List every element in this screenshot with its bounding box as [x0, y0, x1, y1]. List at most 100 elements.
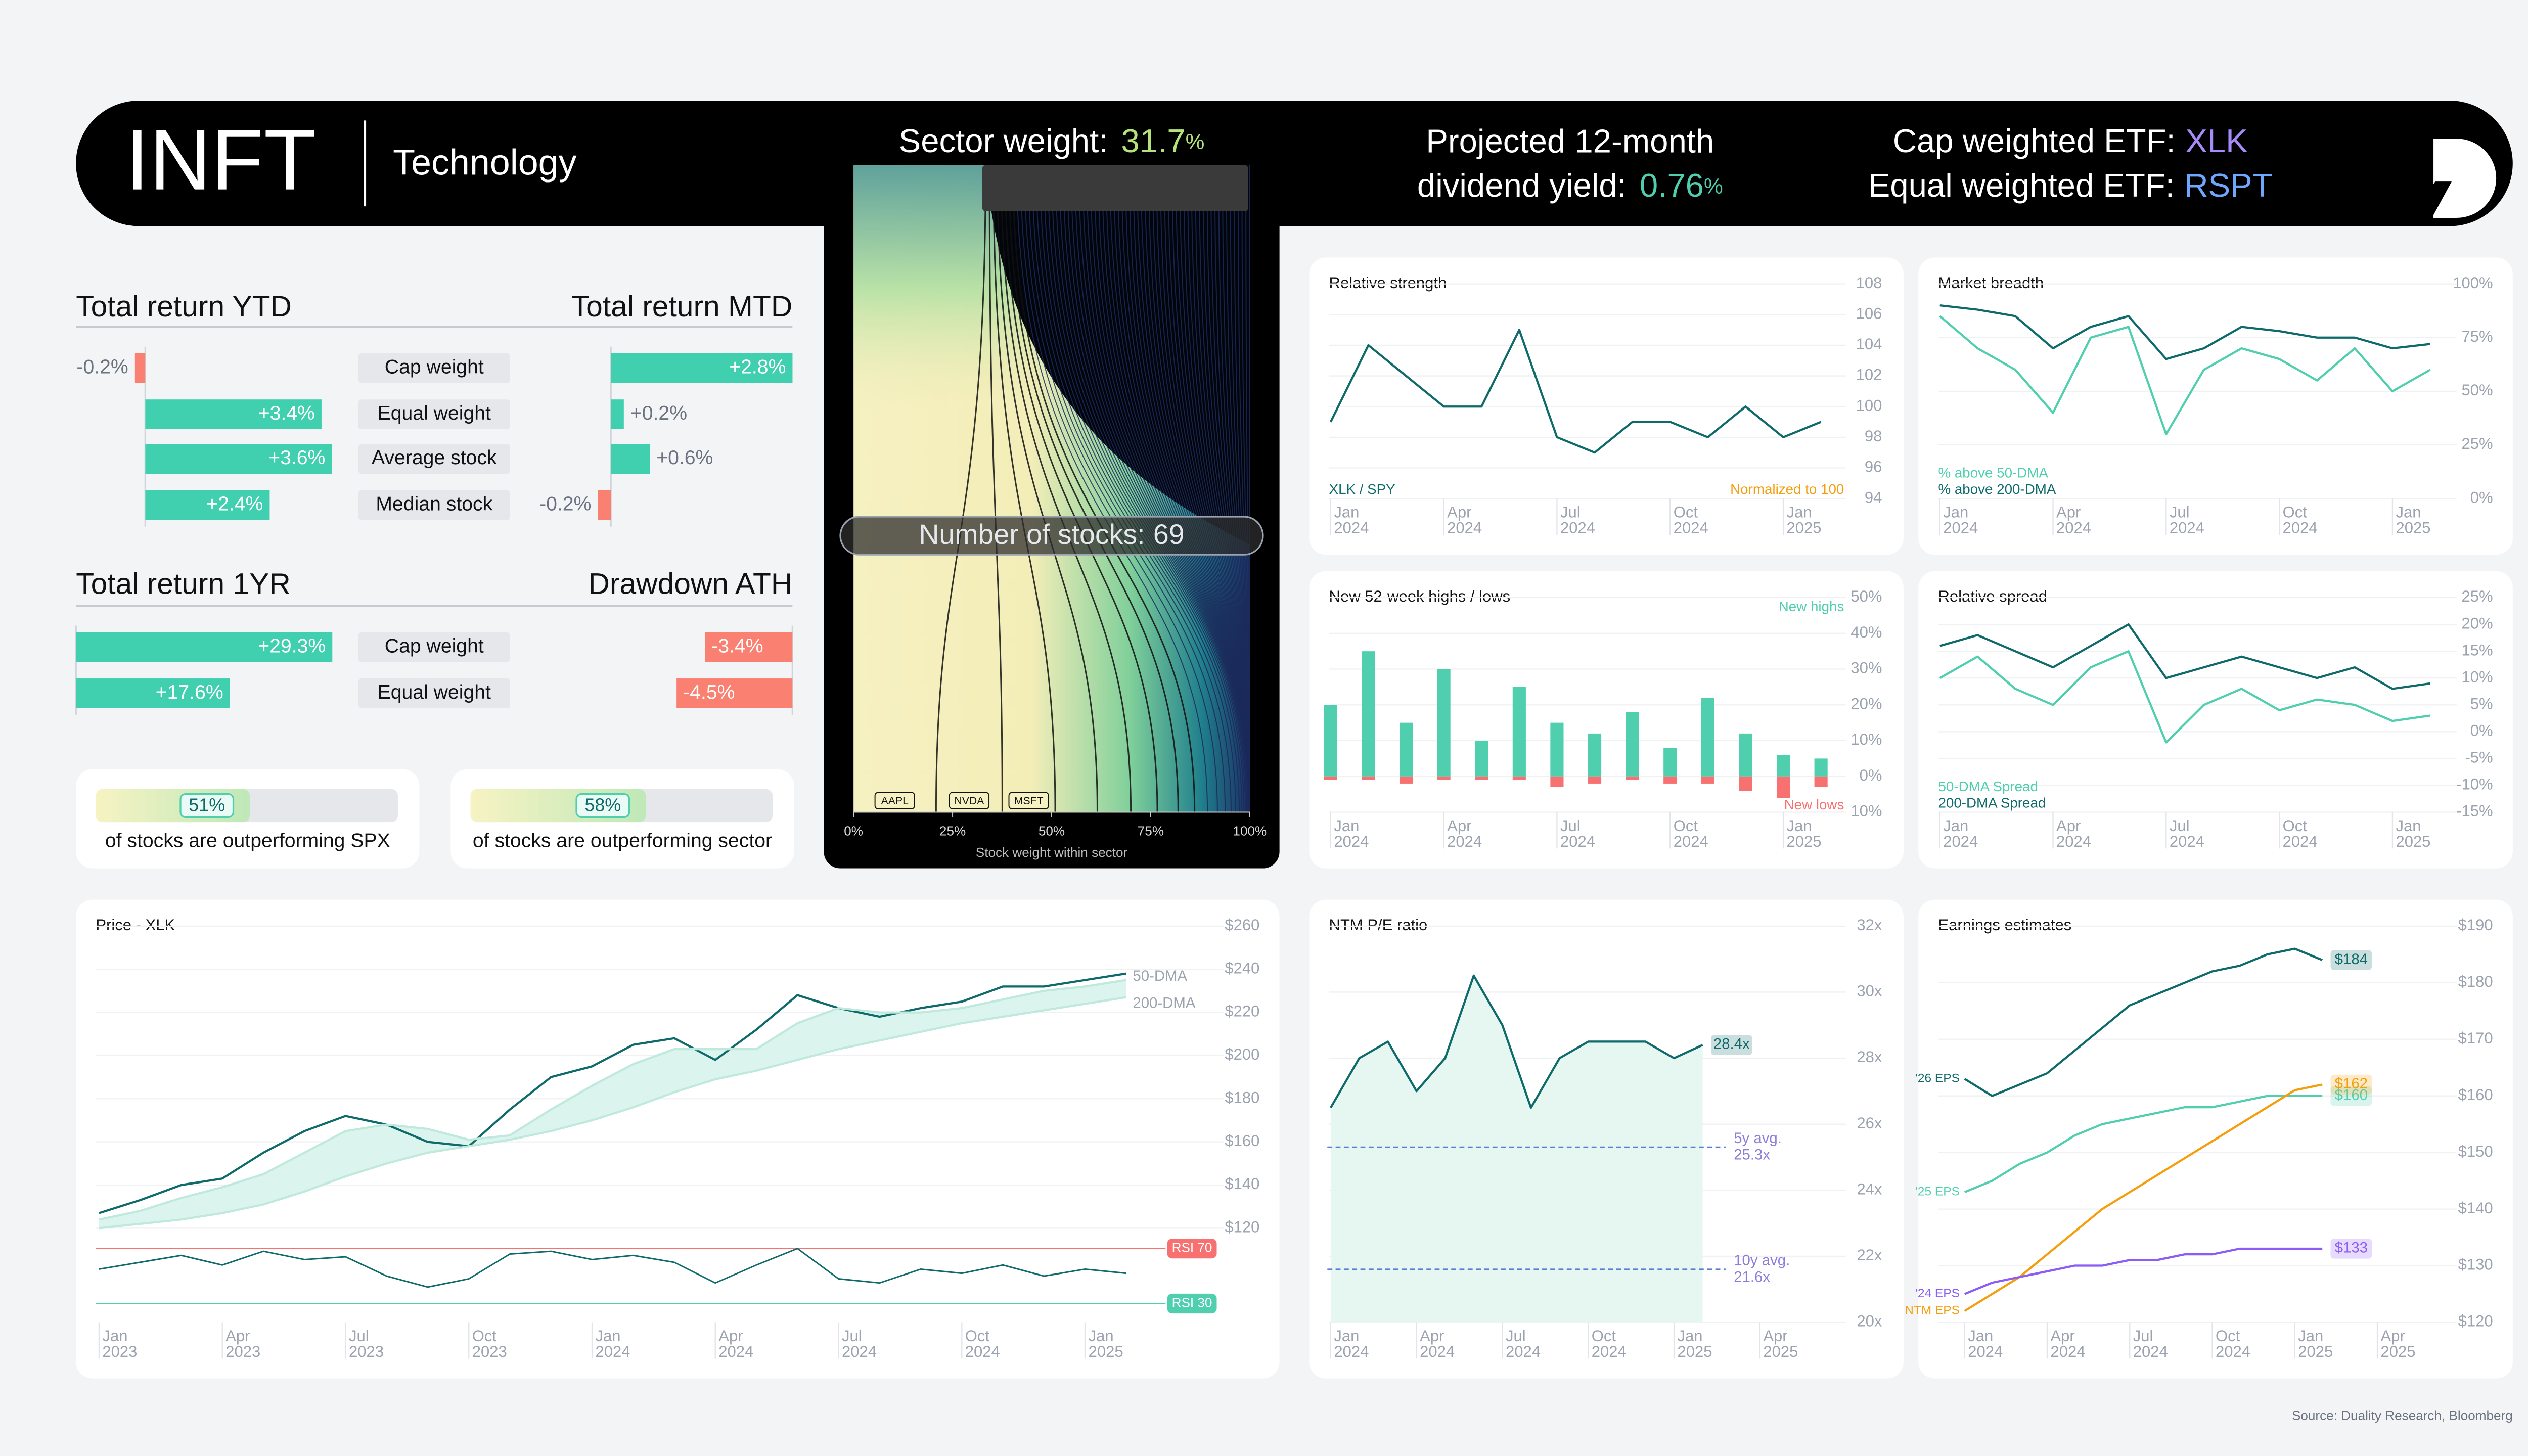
count: Number of stocks: 69 [919, 519, 1184, 550]
return-label: +0.6% [656, 447, 713, 469]
row-label-box [358, 399, 510, 429]
x-tick-label: Jan 2024 [1968, 1327, 2003, 1360]
return-bar [598, 490, 611, 520]
sector-weight: Sector weight: 31.7% [899, 122, 1205, 159]
y-tick-label: 50% [2462, 381, 2493, 399]
source: Source: Duality Research, Bloomberg [2292, 1408, 2513, 1423]
return-label: +17.6% [156, 681, 223, 703]
month: Apr [1447, 817, 1471, 835]
return-bar [76, 632, 333, 662]
value-pill [2330, 1086, 2372, 1106]
line [1939, 315, 2431, 435]
month: Jul [842, 1327, 862, 1345]
value: RSPT [2184, 167, 2272, 204]
rsi-label: RSI 30 [1172, 1295, 1212, 1310]
line [1964, 947, 2323, 1097]
row-label-box [358, 444, 510, 474]
y-tick-label: $160 [1225, 1132, 1259, 1150]
bar [1550, 776, 1564, 788]
chart-card [1918, 257, 2513, 555]
year: 2024 [1334, 833, 1369, 850]
month: Oct [2283, 504, 2308, 521]
overlay-box [982, 165, 1248, 211]
row-label: Cap weight [385, 356, 484, 378]
share-text: of stocks are outperforming SPX [105, 830, 390, 852]
year: 2025 [2396, 833, 2430, 850]
x-tick-label: Apr 2024 [718, 1327, 753, 1360]
row-label-box [358, 353, 510, 383]
year: 2023 [349, 1343, 384, 1360]
bar [1814, 776, 1828, 788]
y-tick-label: 26x [1857, 1114, 1882, 1132]
y-tick-label: $260 [1225, 916, 1259, 934]
y-tick-label: 22x [1857, 1246, 1882, 1264]
axis-label: Stock weight within sector [976, 845, 1128, 860]
legend-entry: New lows [1784, 797, 1844, 812]
month: Apr [2056, 504, 2081, 521]
row-label: Average stock [372, 447, 497, 469]
return-bar [611, 399, 624, 429]
header-bar [76, 101, 2513, 226]
y-tick-label: 102 [1856, 366, 1882, 384]
year: 2025 [1787, 519, 1822, 537]
row-label-box [358, 490, 510, 520]
bar [1437, 776, 1451, 780]
y-tick-label: 94 [1865, 488, 1882, 506]
chart-title: New 52-week highs / lows [1329, 587, 1511, 605]
year: 2024 [1334, 1343, 1369, 1360]
bar [1701, 776, 1714, 784]
month: Jan [596, 1327, 621, 1345]
month: Jan [1787, 504, 1812, 521]
chart-title: Earnings estimates [1938, 916, 2071, 934]
x-tick-label: Jul 2023 [349, 1327, 384, 1360]
y-tick-label: $200 [1225, 1045, 1259, 1063]
label: Sector weight: [899, 122, 1108, 159]
chart-title: Market breadth [1938, 274, 2044, 292]
return-label: +2.4% [206, 493, 263, 515]
y-tick-label: 40% [1850, 623, 1882, 641]
x-tick-label: Jul 2024 [2133, 1327, 2168, 1360]
month: Apr [2381, 1327, 2405, 1345]
y-tick-label: $180 [1225, 1088, 1259, 1106]
month: Jan [2396, 817, 2421, 835]
x-tick-label: Jul 2024 [842, 1327, 877, 1360]
x-tick-label: Oct 2023 [472, 1327, 507, 1360]
x-tick-label: Jan 2024 [1334, 1327, 1369, 1360]
month: Jul [1560, 817, 1581, 835]
chart-card [1918, 571, 2513, 869]
y-tick-label: 32x [1857, 916, 1882, 934]
x-tick-label: Oct 2024 [2283, 817, 2318, 850]
x-tick-label: Jul 2024 [2170, 817, 2204, 850]
month: Jan [102, 1327, 127, 1345]
x-tick-label: Oct 2024 [1674, 504, 1708, 537]
row-label-box [358, 632, 510, 662]
month: Apr [2051, 1327, 2075, 1345]
ticker: AAPL [881, 795, 909, 807]
y-tick-label: $120 [1225, 1218, 1259, 1236]
year: 2024 [2170, 519, 2204, 537]
y-tick-label: 0% [2470, 488, 2493, 506]
chart-title: Relative spread [1938, 587, 2047, 605]
x-tick-label: Jan 2024 [1943, 504, 1978, 537]
y-tick-label: 96 [1865, 458, 1882, 476]
y-tick-label: 75% [2462, 328, 2493, 345]
y-tick-label: 10% [1850, 802, 1882, 820]
share-text: of stocks are outperforming sector [473, 830, 772, 852]
x-tick-label: Jul 2024 [1560, 817, 1595, 850]
year: 2025 [1787, 833, 1822, 850]
month: Apr [1763, 1327, 1787, 1345]
series-label: '25 EPS [1915, 1185, 1960, 1198]
y-tick-label: 24x [1857, 1180, 1882, 1198]
return-label: +3.6% [268, 447, 325, 469]
line [1964, 1247, 2323, 1295]
return-bar [676, 678, 793, 708]
x-tick-label: Apr 2024 [2051, 1327, 2086, 1360]
year: 2024 [1560, 833, 1595, 850]
month: Apr [718, 1327, 743, 1345]
y-tick-label: 10% [1850, 731, 1882, 748]
bar [1362, 651, 1375, 777]
bar [1588, 733, 1602, 777]
line [1964, 1083, 2323, 1312]
line [1329, 329, 1822, 454]
y-tick-label: 20x [1857, 1312, 1882, 1330]
